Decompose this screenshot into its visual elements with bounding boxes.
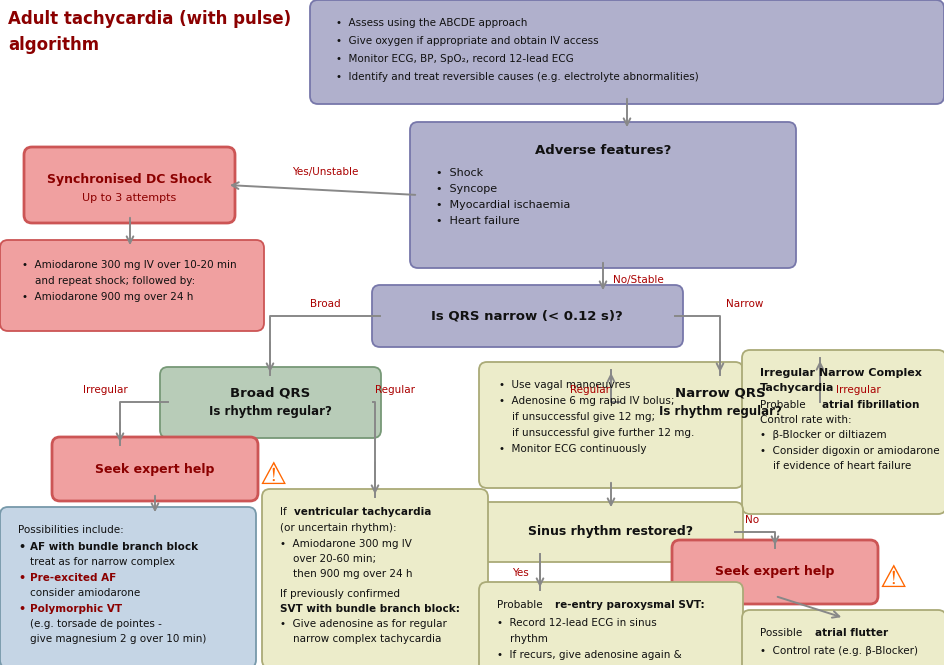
Text: Probable: Probable	[497, 600, 546, 610]
Text: •  Syncope: • Syncope	[436, 184, 497, 194]
FancyBboxPatch shape	[742, 610, 944, 665]
Text: Irregular: Irregular	[835, 385, 881, 395]
Text: Polymorphic VT: Polymorphic VT	[30, 604, 122, 614]
Text: Adverse features?: Adverse features?	[535, 144, 671, 157]
Text: •  Amiodarone 900 mg over 24 h: • Amiodarone 900 mg over 24 h	[22, 292, 194, 302]
Text: give magnesium 2 g over 10 min): give magnesium 2 g over 10 min)	[30, 634, 207, 644]
FancyBboxPatch shape	[479, 502, 743, 562]
Text: •  Use vagal manoeuvres: • Use vagal manoeuvres	[499, 380, 631, 390]
Text: consider amiodarone: consider amiodarone	[30, 588, 141, 598]
Text: If: If	[280, 507, 290, 517]
Text: ⚠: ⚠	[880, 564, 907, 593]
Text: •  Shock: • Shock	[436, 168, 483, 178]
FancyBboxPatch shape	[479, 362, 743, 488]
Text: •  Monitor ECG continuously: • Monitor ECG continuously	[499, 444, 647, 454]
Text: No: No	[745, 515, 759, 525]
Text: •  Identify and treat reversible causes (e.g. electrolyte abnormalities): • Identify and treat reversible causes (…	[336, 72, 699, 82]
FancyBboxPatch shape	[372, 285, 683, 347]
FancyBboxPatch shape	[742, 350, 944, 514]
Text: •  Adenosine 6 mg rapid IV bolus;: • Adenosine 6 mg rapid IV bolus;	[499, 396, 675, 406]
Text: No/Stable: No/Stable	[613, 275, 664, 285]
FancyBboxPatch shape	[612, 367, 828, 438]
FancyBboxPatch shape	[410, 122, 796, 268]
Text: Possible: Possible	[760, 628, 805, 638]
Text: ⚠: ⚠	[260, 461, 287, 490]
Text: rhythm: rhythm	[497, 634, 548, 644]
Text: Yes/Unstable: Yes/Unstable	[292, 167, 358, 177]
Text: if unsuccessful give 12 mg;: if unsuccessful give 12 mg;	[499, 412, 655, 422]
Text: •  Give oxygen if appropriate and obtain IV access: • Give oxygen if appropriate and obtain …	[336, 36, 598, 46]
Text: ventricular tachycardia: ventricular tachycardia	[294, 507, 431, 517]
Text: Seek expert help: Seek expert help	[716, 565, 834, 579]
Text: Regular: Regular	[375, 385, 415, 395]
Text: •  Amiodarone 300 mg IV: • Amiodarone 300 mg IV	[280, 539, 412, 549]
FancyBboxPatch shape	[160, 367, 381, 438]
Text: •  Amiodarone 300 mg IV over 10-20 min: • Amiodarone 300 mg IV over 10-20 min	[22, 260, 237, 270]
Text: •  β-Blocker or diltiazem: • β-Blocker or diltiazem	[760, 430, 886, 440]
Text: •: •	[18, 604, 25, 614]
Text: Is QRS narrow (< 0.12 s)?: Is QRS narrow (< 0.12 s)?	[431, 309, 623, 323]
Text: (e.g. torsade de pointes -: (e.g. torsade de pointes -	[30, 619, 161, 629]
FancyBboxPatch shape	[52, 437, 258, 501]
Text: •  Myocardial ischaemia: • Myocardial ischaemia	[436, 200, 570, 210]
Text: treat as for narrow complex: treat as for narrow complex	[30, 557, 175, 567]
Text: Possibilities include:: Possibilities include:	[18, 525, 124, 535]
Text: if unsuccessful give further 12 mg.: if unsuccessful give further 12 mg.	[499, 428, 695, 438]
FancyBboxPatch shape	[672, 540, 878, 604]
Text: Broad QRS: Broad QRS	[230, 387, 311, 400]
FancyBboxPatch shape	[0, 240, 264, 331]
Text: •  Assess using the ABCDE approach: • Assess using the ABCDE approach	[336, 18, 528, 28]
Text: •  Control rate (e.g. β-Blocker): • Control rate (e.g. β-Blocker)	[760, 646, 918, 656]
Text: Is rhythm regular?: Is rhythm regular?	[659, 405, 782, 418]
Text: •  Record 12-lead ECG in sinus: • Record 12-lead ECG in sinus	[497, 618, 657, 628]
Text: Seek expert help: Seek expert help	[95, 462, 214, 475]
Text: •: •	[18, 573, 25, 583]
Text: •  Consider digoxin or amiodarone: • Consider digoxin or amiodarone	[760, 446, 939, 456]
Text: Probable: Probable	[760, 400, 809, 410]
Text: Regular: Regular	[570, 385, 610, 395]
Text: and repeat shock; followed by:: and repeat shock; followed by:	[22, 276, 195, 286]
Text: Is rhythm regular?: Is rhythm regular?	[209, 405, 331, 418]
Text: Narrow: Narrow	[726, 299, 764, 309]
Text: (or uncertain rhythm):: (or uncertain rhythm):	[280, 523, 396, 533]
Text: over 20-60 min;: over 20-60 min;	[280, 554, 376, 564]
FancyBboxPatch shape	[24, 147, 235, 223]
Text: Up to 3 attempts: Up to 3 attempts	[82, 193, 177, 203]
Text: if evidence of heart failure: if evidence of heart failure	[760, 461, 911, 471]
Text: AF with bundle branch block: AF with bundle branch block	[30, 542, 198, 552]
Text: Narrow QRS: Narrow QRS	[675, 387, 766, 400]
Text: Irregular Narrow Complex: Irregular Narrow Complex	[760, 368, 922, 378]
Text: atrial fibrillation: atrial fibrillation	[822, 400, 919, 410]
Text: Tachycardia: Tachycardia	[760, 383, 834, 393]
Text: Irregular: Irregular	[83, 385, 127, 395]
Text: •  Monitor ECG, BP, SpO₂, record 12-lead ECG: • Monitor ECG, BP, SpO₂, record 12-lead …	[336, 54, 574, 64]
Text: •  Give adenosine as for regular: • Give adenosine as for regular	[280, 619, 447, 629]
Text: Pre-excited AF: Pre-excited AF	[30, 573, 116, 583]
Text: narrow complex tachycardia: narrow complex tachycardia	[280, 634, 442, 644]
Text: •  Heart failure: • Heart failure	[436, 216, 519, 226]
Text: atrial flutter: atrial flutter	[815, 628, 888, 638]
FancyBboxPatch shape	[479, 582, 743, 665]
FancyBboxPatch shape	[0, 507, 256, 665]
Text: algorithm: algorithm	[8, 36, 99, 54]
Text: Control rate with:: Control rate with:	[760, 415, 851, 425]
Text: then 900 mg over 24 h: then 900 mg over 24 h	[280, 569, 413, 579]
FancyBboxPatch shape	[262, 489, 488, 665]
FancyBboxPatch shape	[310, 0, 944, 104]
Text: •: •	[18, 542, 25, 552]
Text: Synchronised DC Shock: Synchronised DC Shock	[46, 173, 211, 186]
Text: Broad: Broad	[310, 299, 341, 309]
Text: If previously confirmed: If previously confirmed	[280, 589, 400, 599]
Text: Sinus rhythm restored?: Sinus rhythm restored?	[529, 525, 694, 539]
Text: SVT with bundle branch block:: SVT with bundle branch block:	[280, 604, 460, 614]
Text: Yes: Yes	[512, 568, 529, 578]
Text: re-entry paroxysmal SVT:: re-entry paroxysmal SVT:	[555, 600, 704, 610]
Text: •  If recurs, give adenosine again &: • If recurs, give adenosine again &	[497, 650, 682, 660]
Text: Adult tachycardia (with pulse): Adult tachycardia (with pulse)	[8, 10, 291, 28]
